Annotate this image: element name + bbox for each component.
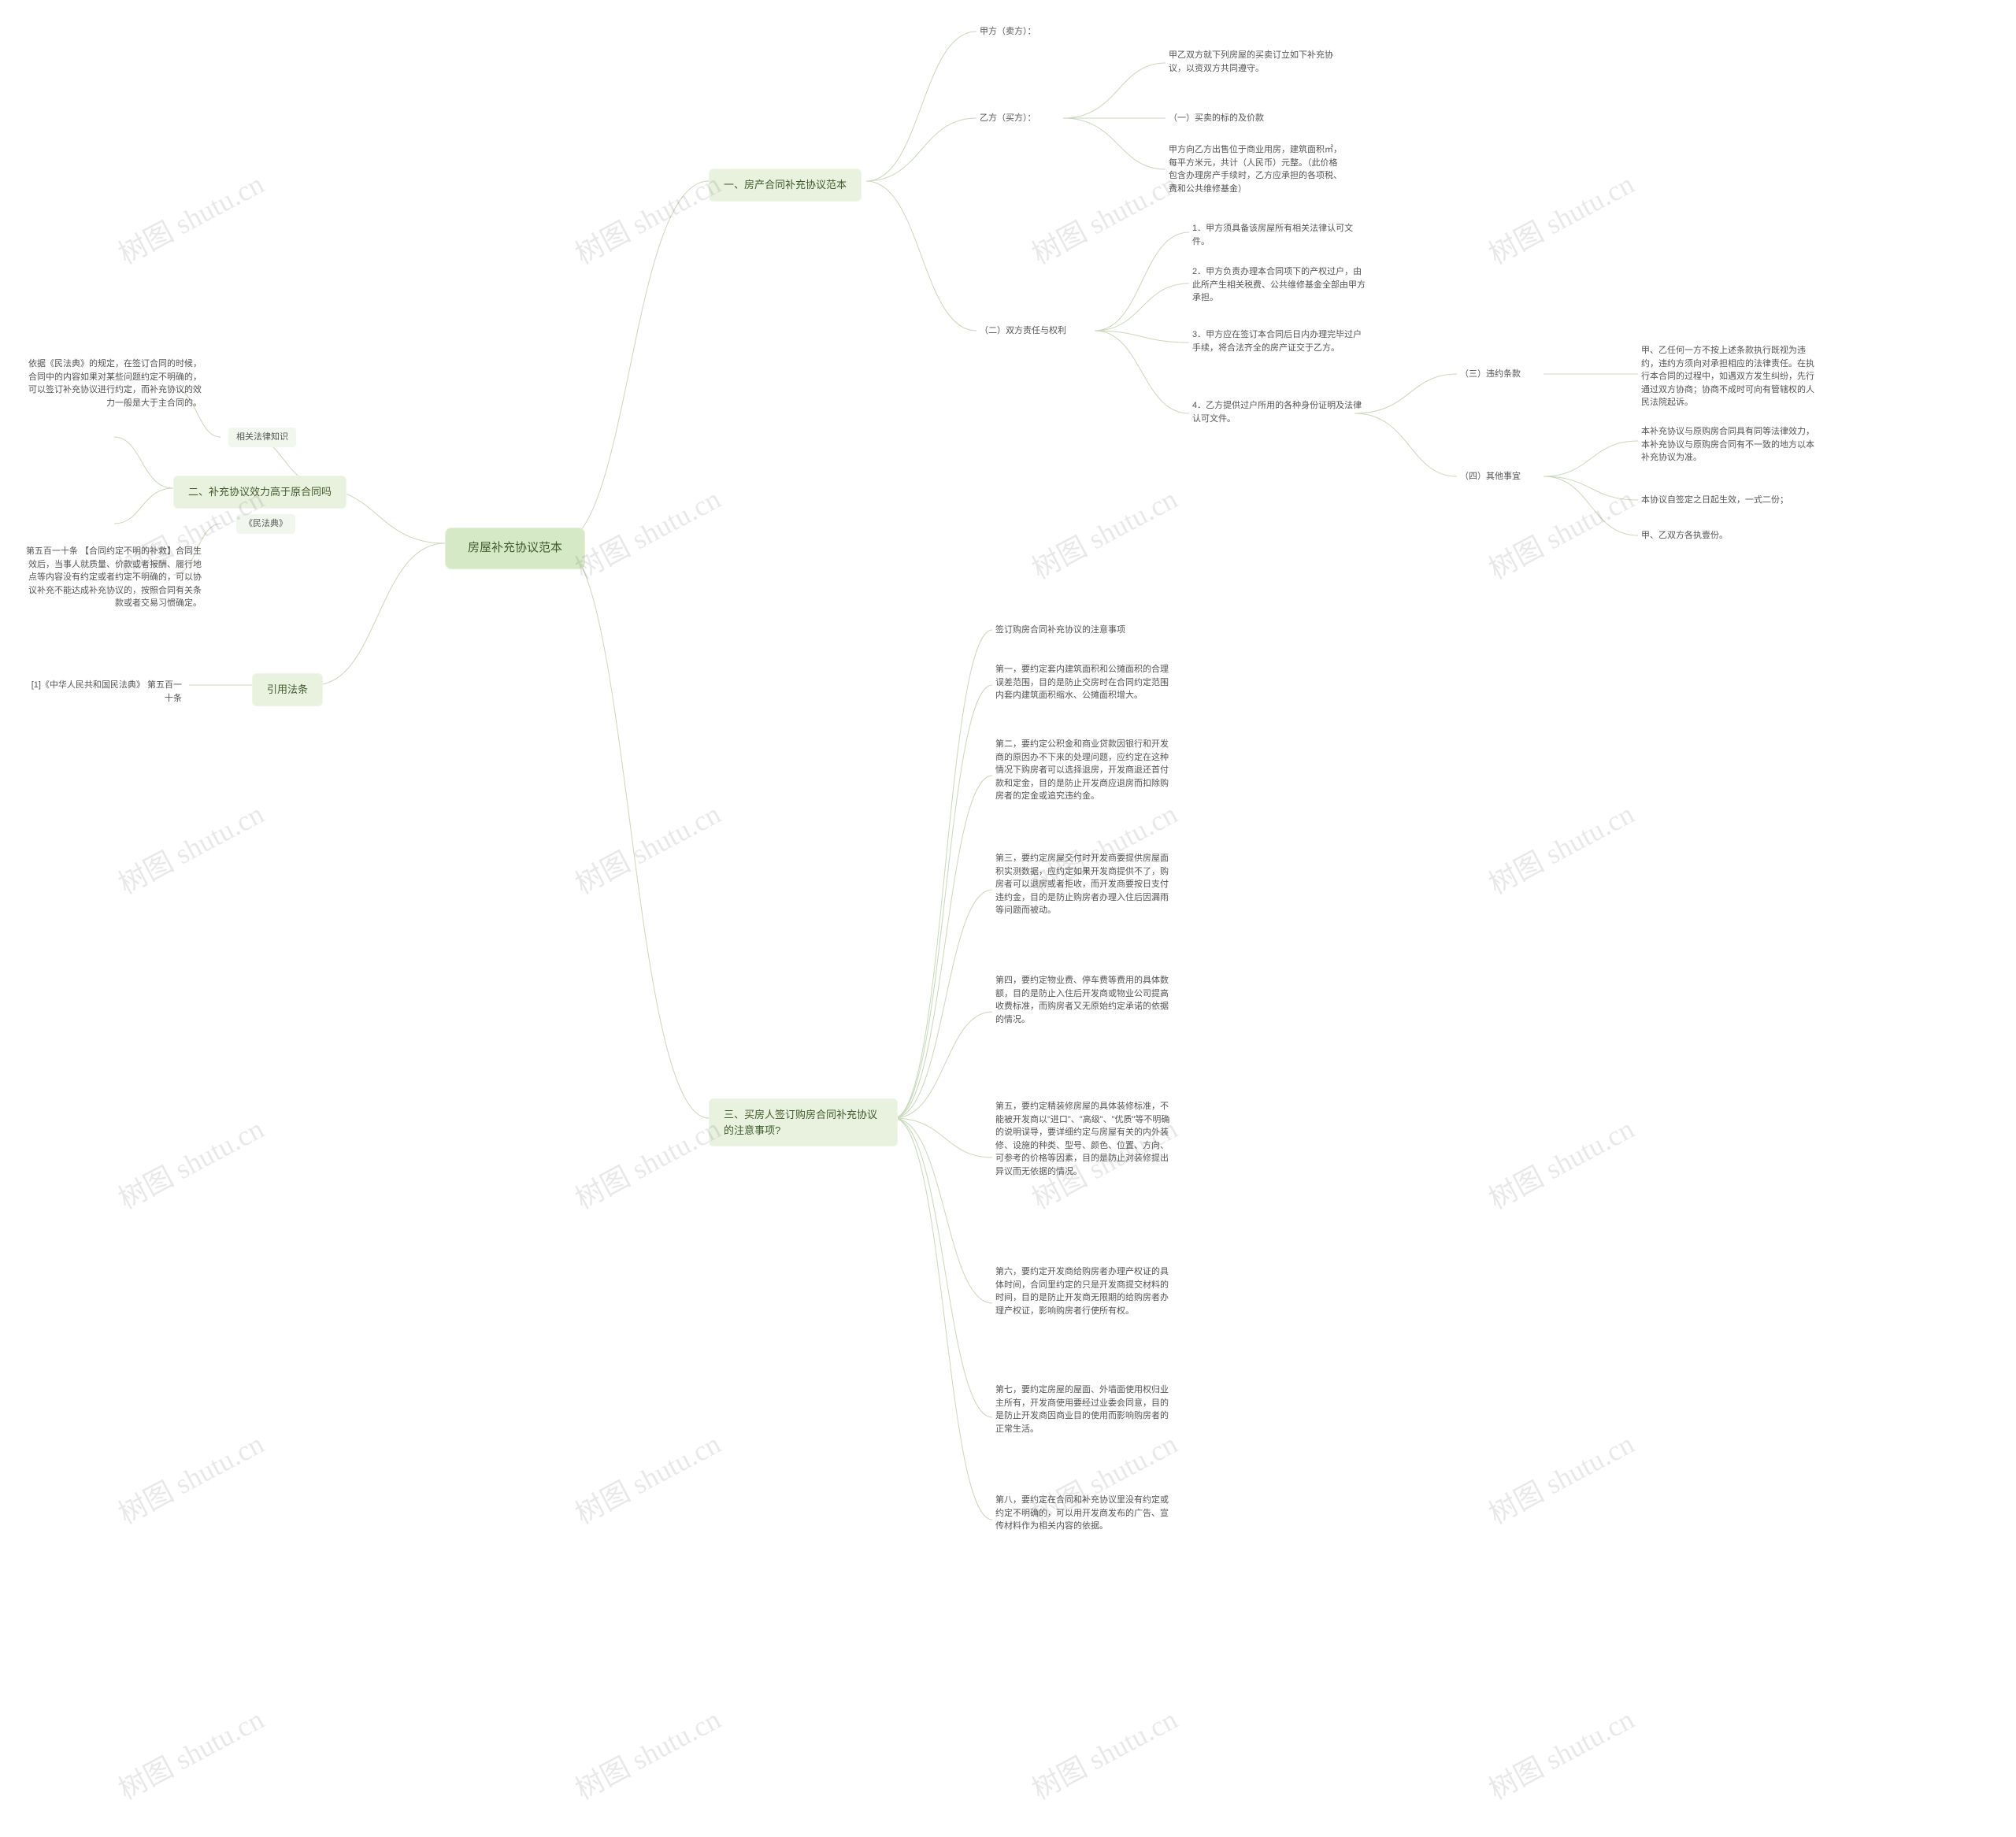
b3-4: 第三，要约定房屋交付时开发商要提供房屋面积实测数据，应约定如果开发商提供不了，购…: [992, 850, 1173, 919]
watermark-text: 树图 shutu.cn: [567, 1421, 727, 1532]
b2-1-1: 依据《民法典》的规定，在签订合同的时候，合同中的内容如果对某些问题约定不明确的，…: [20, 356, 205, 411]
watermark-text: 树图 shutu.cn: [1480, 1421, 1640, 1532]
b3-5: 第四，要约定物业费、停车费等费用的具体数额，目的是防止入住后开发商或物业公司提高…: [992, 972, 1173, 1028]
b3-3: 第二，要约定公积金和商业贷款因银行和开发商的原因办不下来的处理问题，应约定在这种…: [992, 736, 1173, 805]
watermark-text: 树图 shutu.cn: [1480, 161, 1640, 272]
b1-3-4-2-1: 本补充协议与原购房合同具有同等法律效力，本补充协议与原购房合同有不一致的地方以本…: [1638, 424, 1819, 466]
watermark-text: 树图 shutu.cn: [1024, 1697, 1184, 1808]
watermark-text: 树图 shutu.cn: [1024, 476, 1184, 587]
watermark-text: 树图 shutu.cn: [567, 161, 727, 272]
b1-3-2: 2．甲方负责办理本合同项下的产权过户，由此所产生相关税费、公共维修基金全部由甲方…: [1189, 264, 1370, 306]
b1-rights: （二）双方责任与权利: [976, 323, 1069, 339]
b1-3-4-2-3: 甲、乙双方各执壹份。: [1638, 528, 1731, 544]
watermark-text: 树图 shutu.cn: [567, 476, 727, 587]
b1-3-4-breach: （三）违约条款: [1457, 366, 1524, 383]
watermark-text: 树图 shutu.cn: [1480, 791, 1640, 902]
b1-3-4: 4．乙方提供过户所用的各种身份证明及法律认可文件。: [1189, 398, 1370, 427]
b1-2-1: 甲乙双方就下列房屋的买卖订立如下补充协议，以资双方共同遵守。: [1166, 47, 1347, 76]
watermark-text: 树图 shutu.cn: [1480, 1106, 1640, 1217]
connector-layer: [0, 0, 2016, 1837]
watermark-text: 树图 shutu.cn: [110, 791, 270, 902]
b3-8: 第七，要约定房屋的屋面、外墙面使用权归业主所有，开发商使用要经过业委会同意，目的…: [992, 1382, 1173, 1437]
b2-civil-code: 《民法典》: [236, 514, 295, 534]
b1-3-3: 3．甲方应在签订本合同后日内办理完毕过户手续，将合法齐全的房产证交于乙方。: [1189, 327, 1370, 356]
b3-7: 第六，要约定开发商给购房者办理产权证的具体时间，合同里约定的只是开发商提交材料的…: [992, 1264, 1173, 1319]
b2-2-1: 第五百一十条 【合同约定不明的补救】合同生效后，当事人就质量、价款或者报酬、履行…: [20, 543, 205, 612]
b3-2: 第一，要约定套内建筑面积和公摊面积的合理误差范围，目的是防止交房时在合同约定范围…: [992, 661, 1173, 704]
b3-6: 第五，要约定精装修房屋的具体装修标准，不能被开发商以"进口"、"高级"、"优质"…: [992, 1098, 1173, 1180]
b1-buyer: 乙方（买方）：: [976, 110, 1040, 127]
watermark-text: 树图 shutu.cn: [110, 161, 270, 272]
b1-seller: 甲方（卖方）：: [976, 24, 1040, 40]
b3-9: 第八，要约定在合同和补充协议里没有约定或约定不明确的，可以用开发商发布的广告、宣…: [992, 1492, 1173, 1535]
watermark-text: 树图 shutu.cn: [110, 1697, 270, 1808]
b1-2-3: 甲方向乙方出售位于商业用房，建筑面积㎡，每平方米元，共计（人民币）元整。（此价格…: [1166, 142, 1347, 197]
b1-3-4-1-1: 甲、乙任何一方不按上述条款执行既视为违约，违约方须向对承担相应的法律责任。在执行…: [1638, 343, 1819, 411]
watermark-text: 树图 shutu.cn: [1480, 1697, 1640, 1808]
watermark-text: 树图 shutu.cn: [110, 1106, 270, 1217]
watermark-text: 树图 shutu.cn: [1480, 476, 1640, 587]
watermark-text: 树图 shutu.cn: [567, 791, 727, 902]
root-node[interactable]: 房屋补充协议范本: [445, 528, 585, 569]
branch-4[interactable]: 引用法条: [252, 673, 323, 706]
branch-1[interactable]: 一、房产合同补充协议范本: [709, 169, 862, 202]
b1-2-2: （一）买卖的标的及价款: [1166, 110, 1267, 127]
watermark-text: 树图 shutu.cn: [567, 1697, 727, 1808]
watermark-text: 树图 shutu.cn: [567, 1106, 727, 1217]
branch-3[interactable]: 三、买房人签订购房合同补充协议的注意事项?: [709, 1098, 898, 1146]
b4-1: [1]《中华人民共和国民法典》 第五百一十条: [20, 677, 185, 706]
b1-3-1: 1．甲方须具备该房屋所有相关法律认可文件。: [1189, 220, 1370, 250]
mindmap-canvas: 房屋补充协议范本 一、房产合同补充协议范本 甲方（卖方）： 乙方（买方）： 甲乙…: [0, 0, 2016, 1837]
branch-2[interactable]: 二、补充协议效力高于原合同吗: [173, 476, 346, 509]
b1-3-4-2-2: 本协议自签定之日起生效，一式二份；: [1638, 492, 1792, 509]
b2-law-knowledge: 相关法律知识: [228, 428, 296, 447]
watermark-text: 树图 shutu.cn: [1024, 161, 1184, 272]
watermark-text: 树图 shutu.cn: [110, 1421, 270, 1532]
b1-3-4-other: （四）其他事宜: [1457, 469, 1524, 485]
b3-1: 签订购房合同补充协议的注意事项: [992, 622, 1128, 639]
